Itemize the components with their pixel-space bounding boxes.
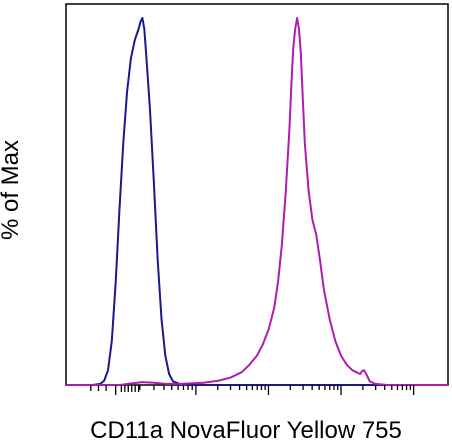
plot-area [65,3,449,395]
plot-frame [65,3,449,386]
series-line-2 [66,17,448,386]
x-axis-label: CD11a NovaFluor Yellow 755 [90,417,402,442]
y-axis-label: % of Max [0,140,24,240]
series-line-1 [92,17,448,386]
